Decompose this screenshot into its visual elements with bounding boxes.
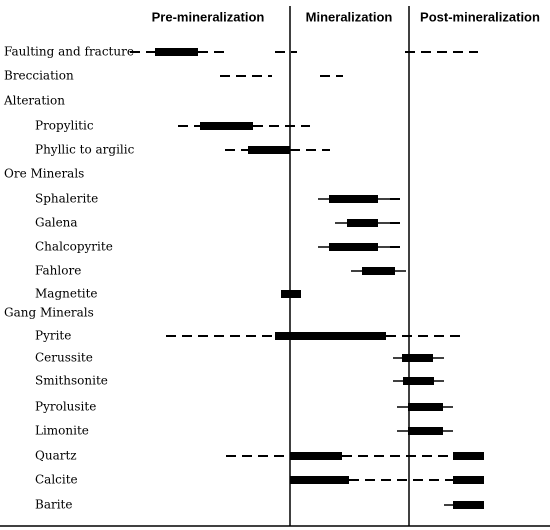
timing-bar bbox=[200, 122, 253, 130]
item-label: Smithsonite bbox=[35, 374, 108, 388]
timing-bar bbox=[408, 403, 443, 411]
item-label: Propylitic bbox=[35, 119, 94, 133]
item-label: Barite bbox=[35, 498, 72, 512]
timing-bar bbox=[329, 195, 378, 203]
item-label: Sphalerite bbox=[35, 192, 98, 206]
item-label: Fahlore bbox=[35, 264, 81, 278]
row-label: Faulting and fracture bbox=[4, 45, 134, 59]
timing-bar bbox=[155, 48, 198, 56]
row-label: Gang Minerals bbox=[4, 306, 94, 320]
item-label: Galena bbox=[35, 216, 78, 230]
timing-bar bbox=[453, 452, 484, 460]
timing-bar bbox=[290, 476, 349, 484]
item-label: Chalcopyrite bbox=[35, 240, 113, 254]
timing-bar bbox=[347, 219, 378, 227]
timing-bar bbox=[453, 501, 484, 509]
column-header: Pre-mineralization bbox=[152, 9, 265, 24]
timing-bar bbox=[408, 427, 443, 435]
item-label: Calcite bbox=[35, 473, 78, 487]
item-label: Magnetite bbox=[35, 287, 98, 301]
timing-bar bbox=[290, 452, 342, 460]
timing-bar bbox=[329, 243, 378, 251]
timing-bar bbox=[281, 290, 301, 298]
row-label: Brecciation bbox=[4, 69, 74, 83]
item-label: Pyrolusite bbox=[35, 400, 96, 414]
timing-bar bbox=[453, 476, 484, 484]
row-label: Alteration bbox=[3, 94, 65, 108]
timing-bar bbox=[275, 332, 386, 340]
timing-bar bbox=[402, 354, 433, 362]
item-label: Quartz bbox=[35, 449, 77, 463]
timing-bar bbox=[248, 146, 290, 154]
row-label: Ore Minerals bbox=[4, 167, 84, 181]
column-header: Post-mineralization bbox=[420, 9, 540, 24]
item-label: Pyrite bbox=[35, 329, 71, 343]
timing-bar bbox=[362, 267, 395, 275]
column-header: Mineralization bbox=[306, 9, 393, 24]
item-label: Limonite bbox=[35, 424, 89, 438]
item-label: Cerussite bbox=[35, 351, 93, 365]
timing-bar bbox=[403, 377, 434, 385]
item-label: Phyllic to argilic bbox=[35, 143, 135, 157]
